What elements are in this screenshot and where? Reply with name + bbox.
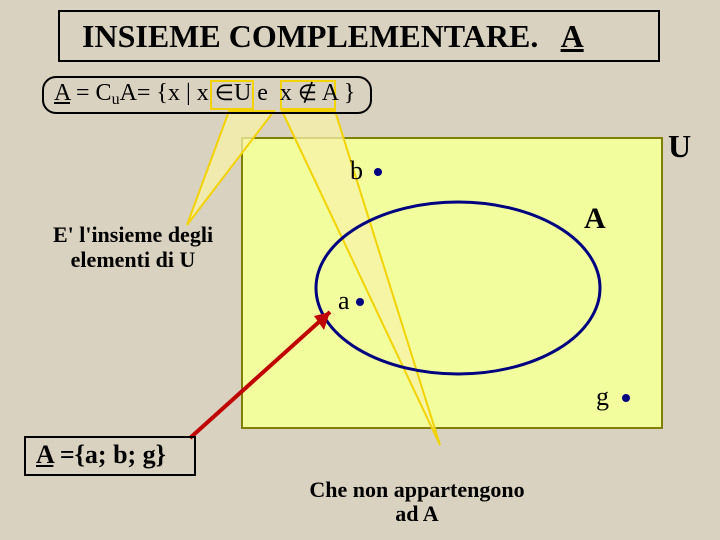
label-a: a	[338, 286, 350, 316]
label-b: b	[350, 156, 363, 186]
point-b-dot	[374, 168, 382, 176]
left-note-line1: E' l'insieme degli	[28, 222, 238, 247]
set-a-ellipse	[316, 202, 600, 374]
arrow-line	[190, 312, 330, 438]
slide-title: INSIEME COMPLEMENTARE. A	[82, 18, 584, 55]
caption-line1: Che non appartengono	[282, 478, 552, 502]
point-a-dot	[356, 298, 364, 306]
label-A: A	[584, 202, 606, 236]
point-g-dot	[622, 394, 630, 402]
title-a-underline: A	[561, 18, 584, 54]
arrow-head	[314, 312, 330, 330]
caption-line2: ad A	[282, 502, 552, 526]
result-text: A ={a; b; g}	[36, 440, 166, 470]
callout-wedge-0	[187, 111, 274, 225]
label-U: U	[668, 128, 691, 165]
label-g: g	[596, 382, 609, 412]
slide-root: INSIEME COMPLEMENTARE. A A = CuA= {x | x …	[0, 0, 720, 540]
left-note-line2: elementi di U	[28, 247, 238, 272]
left-note: E' l'insieme deglielementi di U	[28, 222, 238, 273]
complement-formula: A = CuA= {x | x ∈U e x ∉ A }	[54, 80, 355, 109]
bottom-caption: Che non appartengonoad A	[282, 478, 552, 526]
result-a-underline: A	[36, 440, 53, 469]
